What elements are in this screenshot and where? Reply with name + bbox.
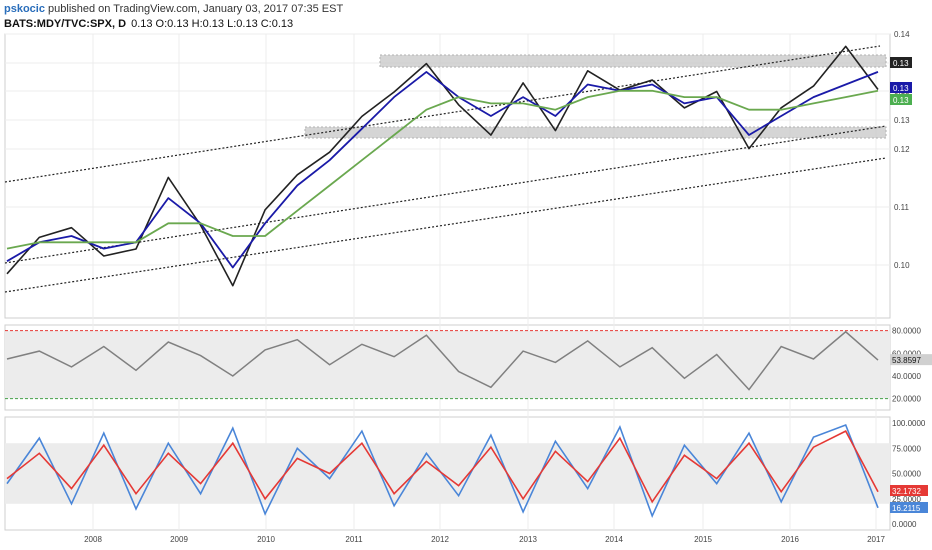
stoch-last-value-box bbox=[890, 485, 928, 496]
symbol-line: BATS:MDY/TVC:SPX, D 0.13 O:0.13 H:0.13 L… bbox=[4, 17, 293, 31]
rsi-y-tick: 80.0000 bbox=[892, 327, 921, 336]
x-tick-label: 2014 bbox=[605, 535, 623, 544]
trend-line bbox=[4, 125, 887, 264]
trend-line bbox=[4, 157, 887, 293]
stoch-last-value-box bbox=[890, 502, 928, 513]
rsi-y-tick: 20.0000 bbox=[892, 395, 921, 404]
rsi-last-value-box bbox=[890, 354, 932, 366]
support-band bbox=[304, 126, 887, 139]
price-label-text: 0.13 bbox=[893, 59, 909, 68]
slow-ma-series bbox=[6, 89, 879, 250]
price-label-box bbox=[890, 82, 912, 93]
stoch-y-tick: 75.0000 bbox=[892, 444, 921, 453]
x-tick-label: 2010 bbox=[257, 535, 275, 544]
price-label-box bbox=[890, 94, 912, 105]
x-tick-label: 2017 bbox=[867, 535, 885, 544]
stoch-y-tick: 100.0000 bbox=[892, 419, 926, 428]
publish-header: pskocic published on TradingView.com, Ja… bbox=[4, 2, 343, 16]
price-y-tick: 0.12 bbox=[894, 145, 910, 154]
fast-ma-series bbox=[6, 71, 879, 269]
trend-line bbox=[4, 45, 881, 183]
stoch-y-tick: 0.0000 bbox=[892, 520, 917, 529]
stoch-last-value: 16.2115 bbox=[892, 504, 921, 513]
price-y-tick: 0.14 bbox=[894, 30, 910, 39]
x-tick-label: 2016 bbox=[781, 535, 799, 544]
price-series bbox=[6, 45, 879, 287]
publish-info: published on TradingView.com, January 03… bbox=[48, 3, 344, 15]
x-tick-label: 2013 bbox=[519, 535, 537, 544]
rsi-range-fill bbox=[5, 330, 890, 399]
rsi-y-tick: 60.0000 bbox=[892, 349, 921, 358]
x-tick-label: 2008 bbox=[84, 535, 102, 544]
stoch-y-tick: 25.0000 bbox=[892, 495, 921, 504]
stoch-y-tick: 50.0000 bbox=[892, 470, 921, 479]
symbol-name: BATS:MDY/TVC:SPX, D bbox=[4, 18, 127, 30]
price-label-text: 0.13 bbox=[893, 96, 909, 105]
price-y-tick: 0.10 bbox=[894, 261, 910, 270]
x-tick-label: 2015 bbox=[694, 535, 712, 544]
author-name[interactable]: pskocic bbox=[4, 3, 45, 15]
resistance-band bbox=[379, 54, 887, 68]
rsi-series bbox=[6, 330, 879, 391]
price-panel bbox=[4, 33, 891, 319]
x-tick-label: 2011 bbox=[345, 535, 363, 544]
rsi-last-value: 53.8597 bbox=[892, 356, 921, 365]
x-tick-label: 2009 bbox=[170, 535, 188, 544]
price-label-text: 0.13 bbox=[893, 84, 909, 93]
rsi-y-tick: 40.0000 bbox=[892, 372, 921, 381]
ohlc-values: 0.13 O:0.13 H:0.13 L:0.13 C:0.13 bbox=[131, 18, 294, 30]
price-y-tick: 0.11 bbox=[894, 203, 910, 212]
x-tick-label: 2012 bbox=[431, 535, 449, 544]
price-y-tick: 0.13 bbox=[894, 116, 910, 125]
stoch-d-series bbox=[6, 430, 879, 504]
stoch-last-value: 32.1732 bbox=[892, 487, 921, 496]
price-label-box bbox=[890, 57, 912, 68]
